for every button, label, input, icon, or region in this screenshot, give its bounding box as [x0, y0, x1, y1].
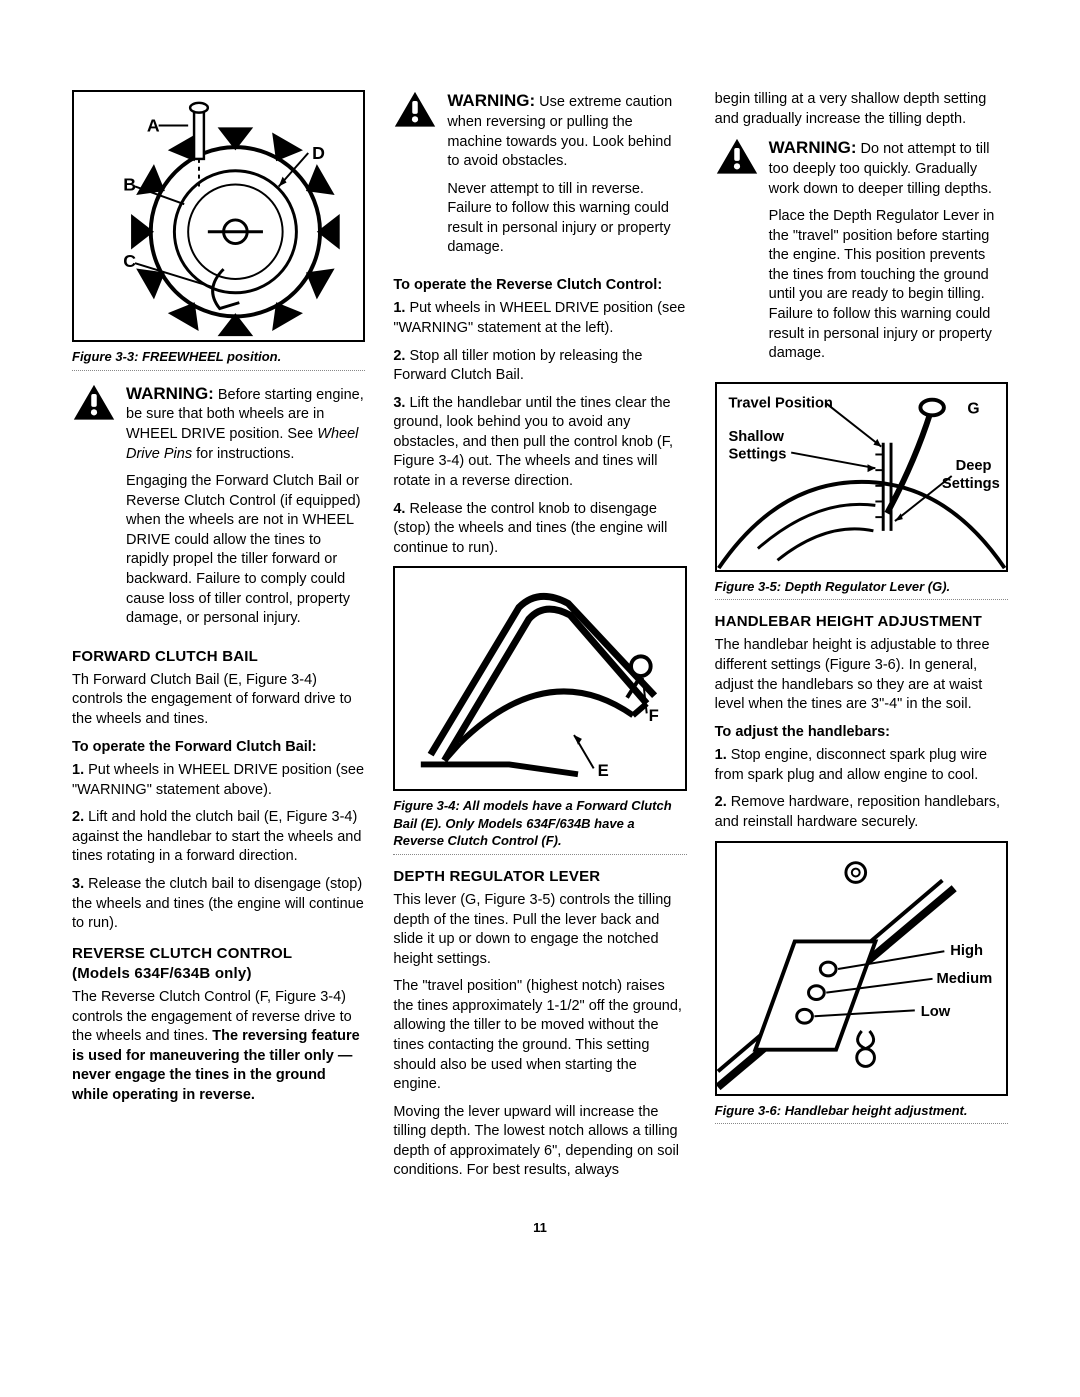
figure-3-6-box: High Medium Low: [715, 841, 1008, 1096]
hha-step2: 2. Remove hardware, reposition handlebar…: [715, 793, 1008, 832]
warning-depth: WARNING: Do not attempt to till too deep…: [715, 137, 1008, 372]
label-f: F: [649, 706, 659, 725]
figure-3-5-caption: Figure 3-5: Depth Regulator Lever (G).: [715, 578, 1008, 601]
rcc-head2: (Models 634F/634B only): [72, 964, 365, 984]
drl-p2: The "travel position" (highest notch) ra…: [393, 977, 686, 1094]
label-e: E: [598, 761, 609, 780]
label-c: C: [123, 251, 136, 271]
label-travel: Travel Position: [728, 395, 832, 411]
handlebar-bail-icon: F E: [395, 568, 684, 789]
figure-3-4-box: F E: [393, 566, 686, 791]
warning2-p2: Never attempt to till in reverse. Failur…: [447, 180, 686, 258]
rcc-step1: 1. Put wheels in WHEEL DRIVE position (s…: [393, 299, 686, 338]
warning-triangle-icon: [393, 90, 437, 135]
fcb-intro: Th Forward Clutch Bail (E, Figure 3-4) c…: [72, 671, 365, 730]
label-b: B: [123, 174, 136, 194]
figure-3-5-box: Travel Position Shallow Settings G Deep …: [715, 382, 1008, 572]
label-settings: Settings: [728, 446, 786, 462]
rcc-sub: To operate the Reverse Clutch Control:: [393, 276, 686, 296]
label-shallow: Shallow: [728, 428, 784, 444]
rcc-p1: The Reverse Clutch Control (F, Figure 3-…: [72, 988, 365, 1105]
column-3: begin tilling at a very shallow depth se…: [715, 90, 1008, 1189]
depth-regulator-head: DEPTH REGULATOR LEVER: [393, 867, 686, 887]
column-1: A B C D Figure 3-3: FREEWHEEL position. …: [72, 90, 365, 1189]
fcb-step2: 2. Lift and hold the clutch bail (E, Fig…: [72, 808, 365, 867]
rcc-step4: 4. Release the control knob to disengage…: [393, 500, 686, 559]
label-deep2: Settings: [942, 475, 1000, 491]
handlebar-height-head: HANDLEBAR HEIGHT ADJUSTMENT: [715, 612, 1008, 632]
warning2-p1: WARNING: Use extreme caution when revers…: [447, 90, 686, 172]
drl-p1: This lever (G, Figure 3-5) controls the …: [393, 891, 686, 969]
warning1-p1: WARNING: Before starting engine, be sure…: [126, 383, 365, 465]
warning3-p1: WARNING: Do not attempt to till too deep…: [769, 137, 1008, 199]
rcc-head1: REVERSE CLUTCH CONTROL: [72, 944, 365, 964]
figure-3-3-box: A B C D: [72, 90, 365, 342]
figure-3-3-caption: Figure 3-3: FREEWHEEL position.: [72, 348, 365, 371]
hha-sub: To adjust the handlebars:: [715, 723, 1008, 743]
label-g: G: [967, 400, 979, 417]
hha-p1: The handlebar height is adjustable to th…: [715, 636, 1008, 714]
rcc-step3: 3. Lift the handlebar until the tines cl…: [393, 394, 686, 492]
figure-3-6-caption: Figure 3-6: Handlebar height adjustment.: [715, 1102, 1008, 1125]
label-low: Low: [920, 1004, 950, 1020]
label-a: A: [147, 115, 160, 135]
fcb-sub: To operate the Forward Clutch Bail:: [72, 738, 365, 758]
warning-before-starting: WARNING: Before starting engine, be sure…: [72, 383, 365, 637]
drl-p3-cont: begin tilling at a very shallow depth se…: [715, 90, 1008, 129]
warning-triangle-icon: [72, 383, 116, 428]
depth-regulator-icon: Travel Position Shallow Settings G Deep …: [717, 384, 1006, 570]
label-deep: Deep: [955, 458, 991, 474]
page-number: 11: [72, 1219, 1008, 1237]
figure-3-4-caption: Figure 3-4: All models have a Forward Cl…: [393, 797, 686, 855]
rcc-step2: 2. Stop all tiller motion by releasing t…: [393, 347, 686, 386]
drl-p3: Moving the lever upward will increase th…: [393, 1103, 686, 1181]
hha-step1: 1. Stop engine, disconnect spark plug wi…: [715, 746, 1008, 785]
label-med: Medium: [936, 970, 992, 986]
column-2: WARNING: Use extreme caution when revers…: [393, 90, 686, 1189]
forward-clutch-bail-head: FORWARD CLUTCH BAIL: [72, 647, 365, 667]
label-high: High: [950, 943, 983, 959]
fcb-step1: 1. Put wheels in WHEEL DRIVE position (s…: [72, 761, 365, 800]
handlebar-height-icon: High Medium Low: [717, 843, 1006, 1094]
warning-reversing: WARNING: Use extreme caution when revers…: [393, 90, 686, 266]
warning-triangle-icon: [715, 137, 759, 182]
warning3-p2: Place the Depth Regulator Lever in the "…: [769, 207, 1008, 364]
wheel-icon: A B C D: [74, 92, 363, 340]
fcb-step3: 3. Release the clutch bail to disengage …: [72, 875, 365, 934]
page-columns: A B C D Figure 3-3: FREEWHEEL position. …: [72, 90, 1008, 1189]
label-d: D: [312, 143, 325, 163]
warning1-p2: Engaging the Forward Clutch Bail or Reve…: [126, 472, 365, 629]
